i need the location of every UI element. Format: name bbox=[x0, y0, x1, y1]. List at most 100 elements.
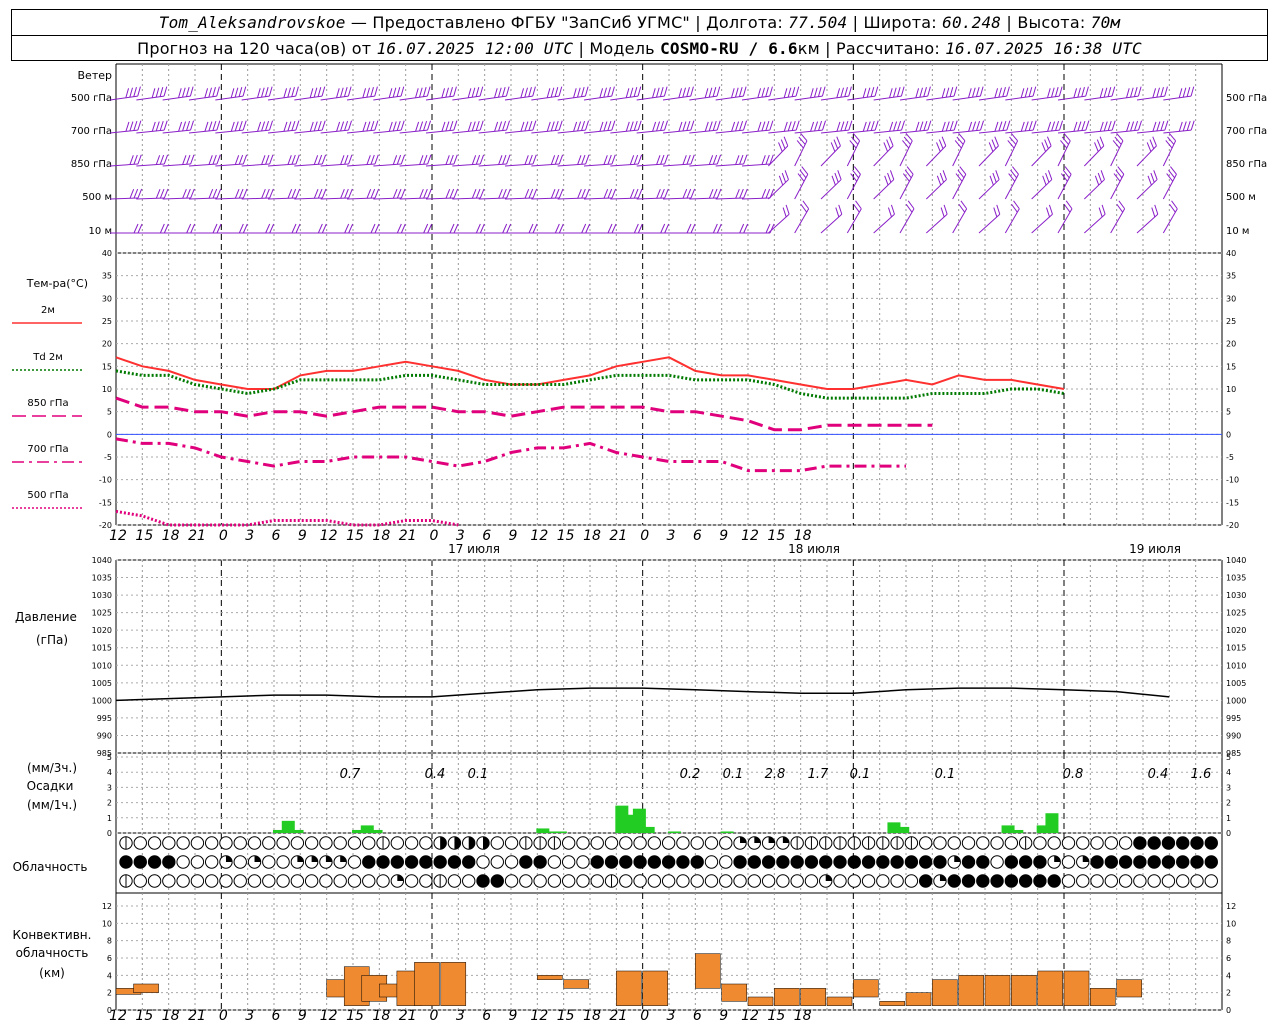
precip-unit-1h: (мм/1ч.) bbox=[27, 798, 77, 812]
wind-barb-shaft bbox=[583, 95, 612, 101]
wind-barb-feather bbox=[1160, 120, 1165, 131]
temp-x-tick: 21 bbox=[188, 528, 206, 544]
wind-barb bbox=[899, 166, 914, 200]
precip-annotation: 1.6 bbox=[1191, 767, 1212, 782]
conv-tick-right: 8 bbox=[1226, 937, 1231, 946]
wind-barb-feather bbox=[313, 87, 318, 98]
wind-barb-feather bbox=[317, 188, 323, 199]
cloud-symbol-circle bbox=[790, 874, 804, 888]
wind-barb-feather bbox=[1164, 86, 1168, 97]
cloud-symbol bbox=[833, 874, 847, 888]
cloud-symbol bbox=[661, 855, 676, 869]
precip-bar bbox=[720, 831, 734, 833]
wind-barb-feather bbox=[798, 136, 806, 145]
wind-barb-feather bbox=[957, 169, 965, 179]
cloud-symbol bbox=[904, 836, 919, 850]
wind-barb-feather bbox=[1160, 87, 1164, 97]
wind-barb-feather bbox=[953, 86, 958, 97]
wind-barb-shaft bbox=[241, 95, 270, 101]
wind-barb bbox=[426, 223, 459, 234]
wind-barb-shaft bbox=[715, 163, 744, 167]
wind-barb-shaft bbox=[899, 208, 915, 234]
cloud-symbol-circle bbox=[990, 836, 1004, 850]
wind-barb-feather bbox=[1138, 120, 1143, 131]
cloud-symbol-circle bbox=[876, 855, 890, 869]
wind-barb bbox=[1110, 120, 1143, 134]
wind-barb-shaft bbox=[873, 213, 895, 234]
wind-barb bbox=[399, 120, 432, 134]
pressure-tick-left: 1025 bbox=[92, 609, 112, 618]
wind-barb-feather bbox=[813, 87, 818, 98]
cloud-symbol-quarter bbox=[1082, 856, 1089, 862]
wind-barb-shaft bbox=[1084, 129, 1113, 134]
wind-barb-shaft bbox=[899, 140, 913, 167]
wind-barb-shaft bbox=[715, 129, 744, 134]
wind-barb-shaft bbox=[373, 129, 402, 134]
wind-barb bbox=[610, 86, 642, 101]
wind-barb-feather bbox=[313, 155, 319, 165]
wind-barb-feather bbox=[690, 188, 696, 199]
cloud-symbol-circle bbox=[404, 855, 419, 869]
cloud-symbol-circle bbox=[533, 855, 547, 869]
wind-barb-feather bbox=[791, 120, 796, 131]
temp-x-tick: 3 bbox=[245, 528, 254, 544]
wind-barb-feather bbox=[581, 188, 586, 199]
wind-barb-shaft bbox=[583, 163, 612, 167]
wind-barb-feather bbox=[212, 87, 216, 97]
wind-barb-feather bbox=[238, 87, 243, 97]
precip-tick-right: 5 bbox=[1226, 753, 1231, 762]
wind-barb-feather bbox=[163, 223, 169, 234]
wind-barb-feather bbox=[419, 155, 424, 165]
wind-barb-feather bbox=[1111, 86, 1116, 97]
wind-barb bbox=[268, 223, 301, 234]
wind-barb-shaft bbox=[478, 163, 507, 167]
cloud-symbol bbox=[419, 874, 433, 888]
wind-barb-shaft bbox=[1031, 213, 1053, 234]
wind-barb-shaft bbox=[847, 129, 876, 134]
cloud-symbol-quarter bbox=[325, 856, 332, 862]
cloud-symbol-circle bbox=[733, 874, 747, 888]
wind-barb-feather bbox=[976, 120, 981, 131]
wind-barb bbox=[531, 120, 563, 134]
wind-barb-feather bbox=[1117, 166, 1125, 175]
precip-annotation: 0.8 bbox=[1063, 767, 1084, 782]
cloud-symbol-circle bbox=[590, 874, 604, 888]
wind-barb-shaft bbox=[215, 129, 244, 134]
wind-barb-shaft bbox=[662, 163, 691, 167]
wind-barb-feather bbox=[901, 120, 906, 131]
cloud-symbol-circle bbox=[319, 836, 333, 850]
cloud-symbol bbox=[847, 836, 861, 850]
wind-barb-shaft bbox=[794, 174, 809, 200]
cloud-symbol-circle bbox=[490, 855, 504, 869]
wind-barb-feather bbox=[1126, 121, 1131, 132]
cloud-symbol bbox=[933, 855, 947, 869]
wind-barb bbox=[504, 188, 538, 200]
cloud-symbol-circle bbox=[776, 874, 790, 888]
wind-barb bbox=[610, 154, 643, 167]
cloud-symbol bbox=[733, 836, 747, 850]
wind-barb-feather bbox=[1011, 203, 1018, 213]
pressure-tick-right: 990 bbox=[1226, 731, 1241, 740]
cloud-symbol-circle bbox=[276, 855, 290, 869]
precip-annotation: 0.4 bbox=[425, 767, 446, 782]
wind-barb-feather bbox=[1044, 139, 1049, 149]
wind-title: Ветер bbox=[78, 69, 112, 82]
wind-barb-feather bbox=[558, 154, 564, 165]
wind-barb-feather bbox=[941, 121, 946, 132]
conv-x-tick: 6 bbox=[693, 1008, 702, 1024]
cloud-symbol-circle bbox=[504, 855, 519, 869]
cloud-symbol-circle bbox=[1147, 874, 1161, 888]
wind-barb-feather bbox=[343, 87, 348, 97]
wind-barb-shaft bbox=[1031, 179, 1053, 200]
wind-barb-feather bbox=[309, 88, 314, 98]
wind-barb-feather bbox=[133, 188, 139, 199]
wind-barb-feather bbox=[449, 223, 455, 234]
wind-barb-feather bbox=[603, 87, 607, 98]
wind-barb-shaft bbox=[952, 208, 968, 234]
cloud-symbol bbox=[519, 836, 533, 850]
wind-barb bbox=[1136, 136, 1157, 167]
cloud-symbol-circle bbox=[690, 874, 704, 888]
wind-barb-feather bbox=[716, 120, 721, 131]
wind-barb-feather bbox=[479, 86, 484, 97]
cloud-symbol bbox=[190, 855, 205, 869]
